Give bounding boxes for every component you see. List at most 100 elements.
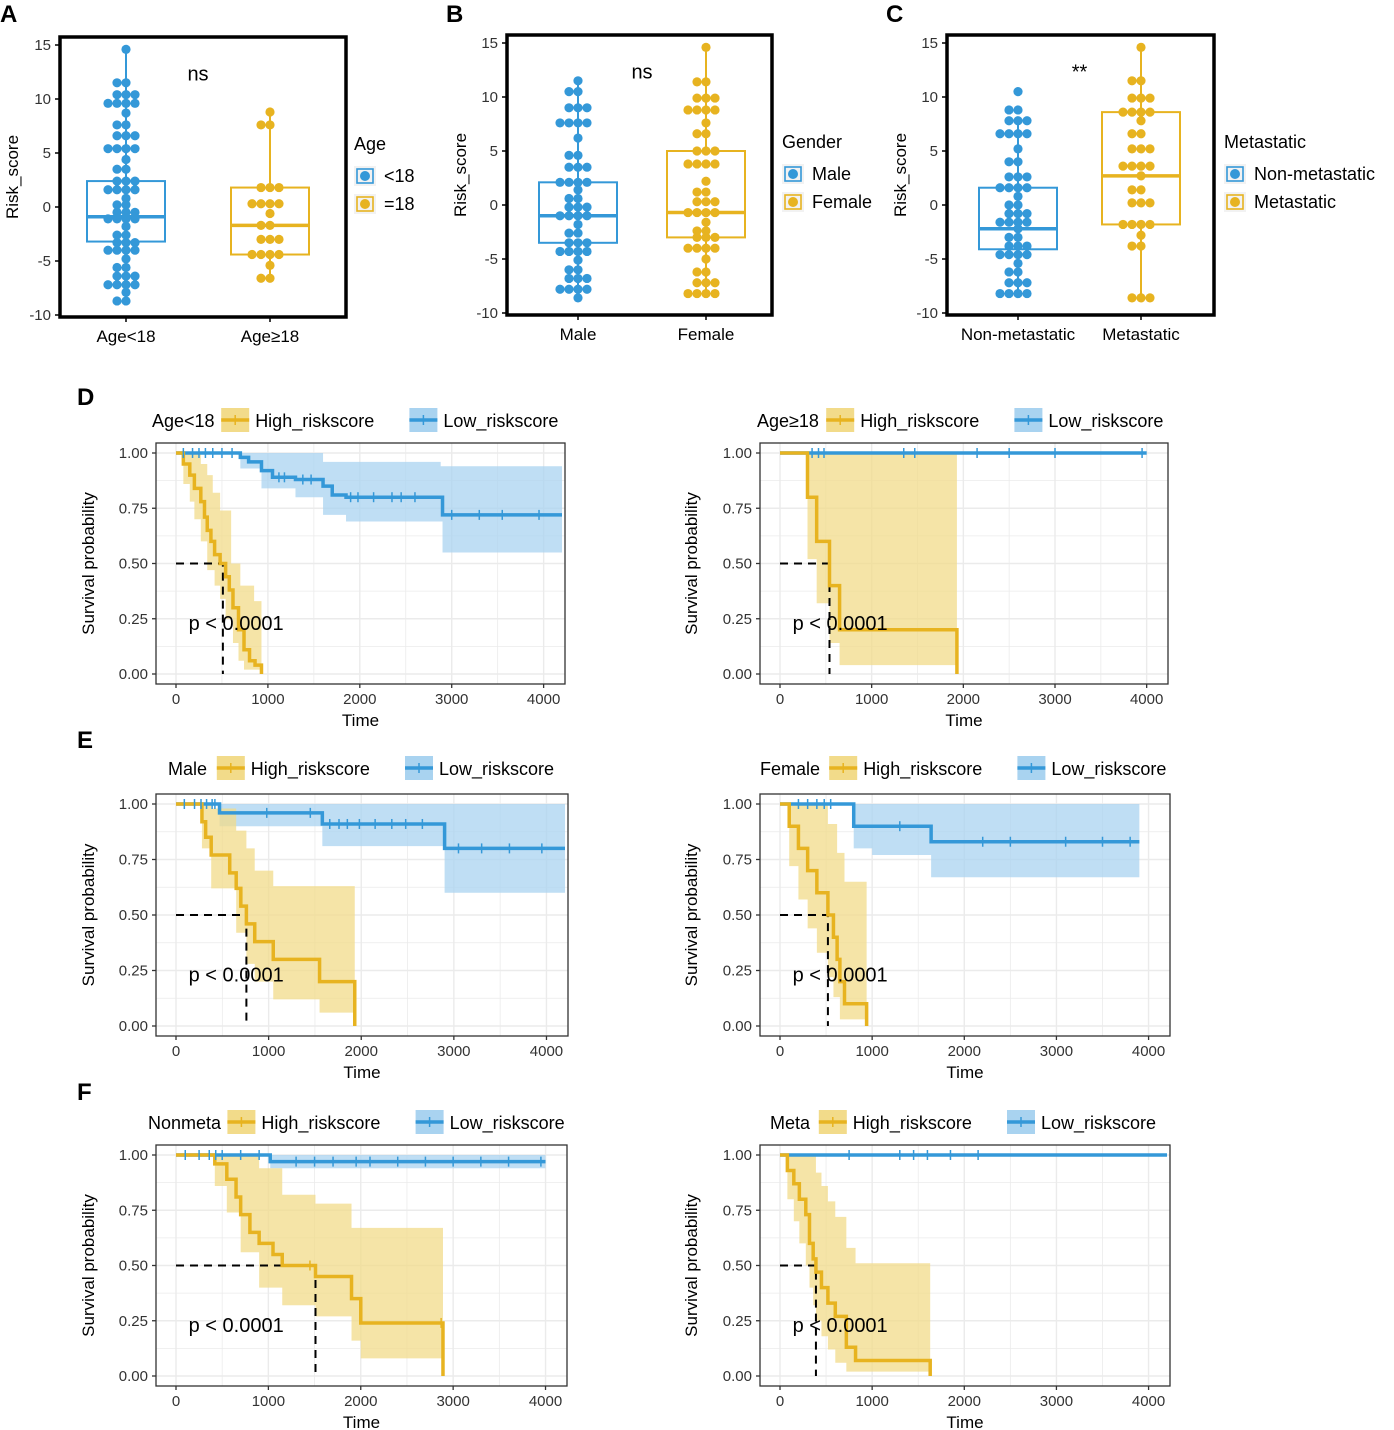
data-point [274, 182, 284, 193]
y-tick-label: 0.00 [723, 1368, 752, 1385]
p-value-label: p < 0.0001 [189, 613, 284, 635]
data-point [274, 199, 284, 209]
data-point [692, 207, 702, 218]
y-tick-label: 0.50 [723, 556, 752, 573]
data-point [995, 129, 1005, 139]
data-point [265, 182, 275, 193]
data-point [555, 284, 565, 294]
legend-entry-label: Metastatic [1254, 192, 1336, 212]
strata-label: Male [168, 759, 207, 779]
data-point [701, 118, 711, 128]
survival-panel-F2: 0.00 0.25 0.50 0.75 1.00 0 1000 2000 3000 4000 Tim… [682, 1110, 1171, 1430]
data-point [573, 293, 583, 303]
legend-title: Gender [782, 132, 842, 152]
y-axis-label: Risk_score [3, 135, 22, 219]
legend-entry-label: Low_riskscore [1051, 759, 1166, 780]
data-point [701, 288, 711, 299]
data-point [692, 159, 702, 169]
data-point [1013, 172, 1023, 182]
y-tick-label: 0 [930, 197, 938, 214]
data-point [582, 202, 592, 212]
legend-title: Age [354, 134, 386, 154]
data-point [1004, 105, 1014, 115]
data-point [121, 90, 131, 100]
data-point [1004, 267, 1014, 277]
data-point [1022, 116, 1032, 126]
data-point [701, 187, 711, 197]
data-point [1013, 87, 1023, 97]
high-risk-ci-band [780, 1155, 931, 1376]
data-point [555, 177, 565, 187]
y-tick-label: -5 [925, 251, 938, 268]
legend-entry-label: Female [812, 192, 872, 212]
data-point [1127, 93, 1137, 103]
data-point [564, 87, 574, 97]
data-point [1013, 105, 1023, 115]
data-point [582, 162, 592, 172]
x-tick-label: 2000 [947, 691, 980, 708]
data-point [564, 284, 574, 294]
data-point [112, 144, 122, 154]
legend-entry-label: High_riskscore [860, 411, 979, 432]
data-point [1022, 278, 1032, 288]
data-point [121, 262, 131, 273]
legend-key-box [356, 196, 374, 212]
data-point [1136, 93, 1146, 103]
data-point [582, 211, 592, 221]
data-point [573, 284, 583, 294]
high-risk-survival-curve [780, 451, 959, 674]
y-tick-label: 0.75 [723, 500, 752, 517]
plot-frame [505, 33, 774, 317]
data-point [130, 280, 140, 290]
data-point [564, 273, 574, 284]
data-point [1145, 293, 1155, 303]
legend-entry-label: High_riskscore [863, 759, 982, 780]
legend-key-dot [788, 169, 798, 179]
data-point [1004, 241, 1014, 251]
boxplot-panel-B: B -10 -5 0 5 10 15 Risk_score Male Female ns Gender… [446, 1, 872, 344]
data-point [1127, 76, 1137, 86]
data-point [1145, 107, 1155, 117]
y-tick-label: 0.50 [119, 556, 148, 573]
data-point [1145, 93, 1155, 103]
data-point [701, 243, 711, 253]
data-point [692, 278, 702, 288]
x-tick-label: 2000 [345, 1043, 378, 1060]
data-point [573, 219, 583, 230]
data-point [692, 146, 702, 156]
data-point [701, 226, 711, 236]
y-tick-label: 0 [490, 197, 498, 214]
strata-label: Age<18 [152, 411, 215, 431]
y-axis-label: Survival probability [682, 492, 701, 635]
data-point [1136, 198, 1146, 208]
data-point [112, 78, 122, 88]
data-point [1136, 76, 1146, 86]
data-point [564, 118, 574, 128]
data-point [265, 260, 275, 270]
data-point [1013, 209, 1023, 219]
data-point [103, 144, 113, 154]
data-point [130, 98, 140, 108]
p-value-label: p < 0.0001 [793, 613, 888, 635]
data-point [1022, 209, 1032, 219]
data-point [692, 226, 702, 236]
data-point [1013, 278, 1023, 288]
data-point [701, 129, 711, 139]
x-tick-label: 3000 [435, 691, 468, 708]
data-point [710, 278, 720, 288]
x-axis-label: Time [343, 1063, 380, 1082]
data-point [1013, 217, 1023, 227]
data-point [121, 200, 131, 210]
data-point [692, 187, 702, 197]
data-point [121, 108, 131, 118]
data-point [112, 207, 122, 217]
data-point [1013, 116, 1023, 126]
data-point [573, 211, 583, 221]
y-axis-label: Survival probability [79, 492, 98, 635]
data-point [1127, 107, 1137, 117]
high-risk-survival-curve [176, 451, 264, 674]
data-point [1127, 219, 1137, 230]
data-point [692, 197, 702, 207]
legend-entry-label: High_riskscore [261, 1113, 380, 1134]
data-point [1004, 172, 1014, 182]
